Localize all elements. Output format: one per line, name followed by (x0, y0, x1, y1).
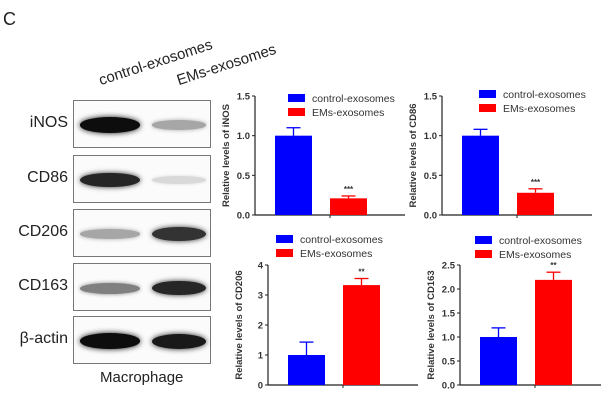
blot-band (80, 172, 140, 188)
blot-box (73, 209, 211, 257)
significance-marker: ** (358, 268, 365, 277)
y-tick-label: 2.0 (442, 285, 455, 296)
legend-label: EMs-exosomes (503, 103, 575, 115)
y-tick-label: 1.5 (237, 92, 251, 103)
blot-row-label: CD206 (18, 223, 68, 240)
y-tick-label: 0.5 (237, 171, 251, 182)
blot-row-label: iNOS (29, 114, 68, 131)
blot-band (80, 282, 140, 294)
legend-swatch (479, 104, 496, 112)
blot-box (73, 316, 211, 364)
blot-band (152, 120, 206, 130)
blot-xlabel: Macrophage (100, 369, 184, 386)
blot-band (152, 176, 206, 184)
y-tick-label: 0.5 (424, 171, 438, 182)
y-axis-label: Relative levels of CD206 (234, 270, 245, 379)
bar-control-exosomes (288, 355, 325, 385)
bar-control-exosomes (462, 135, 499, 215)
significance-marker: ** (550, 261, 557, 270)
bar-EMs-exosomes (343, 285, 380, 385)
significance-marker: *** (344, 185, 354, 194)
y-tick-label: 3 (258, 291, 263, 302)
significance-marker: *** (531, 178, 541, 187)
y-tick-label: 1.5 (442, 309, 456, 320)
y-tick-label: 1.5 (424, 92, 438, 103)
legend-label: EMs-exosomes (312, 107, 384, 119)
legend-swatch (276, 235, 293, 243)
y-tick-label: 0.0 (442, 381, 455, 392)
y-tick-label: 0 (258, 381, 263, 392)
y-tick-label: 0.0 (237, 211, 250, 222)
y-tick-label: 4 (258, 261, 264, 272)
bar-EMs-exosomes (330, 198, 367, 215)
legend-swatch (475, 236, 492, 244)
y-tick-label: 0.5 (442, 357, 456, 368)
legend-swatch (288, 94, 305, 102)
y-tick-label: 0.0 (424, 211, 437, 222)
bar-EMs-exosomes (535, 279, 572, 385)
blot-band (152, 280, 206, 296)
blot-band (152, 333, 206, 349)
blot-band (152, 227, 206, 241)
y-tick-label: 1.0 (424, 131, 437, 142)
panel-letter: C (3, 9, 16, 29)
y-tick-label: 1.0 (442, 333, 455, 344)
legend-swatch (475, 250, 492, 258)
legend-label: EMs-exosomes (300, 248, 372, 260)
y-axis-label: Relative levels of CD163 (426, 270, 437, 379)
y-tick-label: 2.5 (442, 261, 456, 272)
y-tick-label: 1 (258, 351, 264, 362)
legend-swatch (479, 90, 496, 98)
blot-row-label: CD86 (27, 169, 68, 186)
legend-label: control-exosomes (312, 93, 395, 105)
legend-swatch (276, 249, 293, 257)
blot-row-label: β-actin (19, 330, 68, 347)
legend-label: control-exosomes (300, 234, 383, 246)
legend-swatch (288, 108, 305, 116)
y-tick-label: 1.0 (237, 131, 250, 142)
bar-control-exosomes (275, 135, 312, 215)
bar-EMs-exosomes (517, 192, 554, 215)
legend-label: control-exosomes (503, 89, 586, 101)
blot-row-label: CD163 (18, 277, 68, 294)
blot-band (80, 333, 140, 349)
blot-box (73, 155, 211, 203)
y-tick-label: 2 (258, 321, 263, 332)
blot-band (80, 117, 140, 133)
bar-control-exosomes (480, 337, 517, 385)
legend-label: control-exosomes (499, 235, 582, 247)
legend-label: EMs-exosomes (499, 249, 571, 261)
y-axis-label: Relative levels of iNOS (221, 104, 232, 207)
y-axis-label: Relative levels of CD86 (408, 103, 419, 207)
blot-box (73, 263, 211, 311)
blot-band (80, 229, 140, 239)
blot-box (73, 100, 211, 148)
